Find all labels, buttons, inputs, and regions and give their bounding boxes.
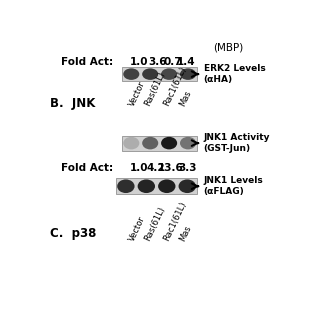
Text: (MBP): (MBP)	[213, 42, 244, 52]
Text: Ras(61L): Ras(61L)	[143, 205, 167, 243]
Text: (αFLAG): (αFLAG)	[204, 187, 244, 196]
Text: Fold Act:: Fold Act:	[61, 163, 113, 173]
Text: JNK1 Activity: JNK1 Activity	[204, 133, 270, 142]
Ellipse shape	[142, 137, 158, 149]
Text: 0.7: 0.7	[164, 57, 182, 67]
Ellipse shape	[138, 180, 155, 193]
Bar	[122, 67, 197, 81]
Bar	[116, 178, 197, 194]
Ellipse shape	[161, 137, 177, 149]
Text: Rac1(61L): Rac1(61L)	[162, 65, 188, 108]
Ellipse shape	[161, 68, 177, 80]
Text: B.  JNK: B. JNK	[50, 97, 95, 110]
Text: 4.2: 4.2	[146, 163, 164, 173]
Text: ERK2 Levels: ERK2 Levels	[204, 64, 265, 73]
Text: 3.6: 3.6	[148, 57, 167, 67]
Text: Vector: Vector	[128, 79, 148, 108]
Ellipse shape	[179, 180, 196, 193]
Ellipse shape	[123, 137, 139, 149]
Ellipse shape	[158, 180, 175, 193]
Ellipse shape	[123, 68, 139, 80]
Text: Ras(61L): Ras(61L)	[143, 70, 167, 108]
Text: Fold Act:: Fold Act:	[61, 57, 113, 67]
Text: 1.0: 1.0	[130, 163, 148, 173]
Text: 1.4: 1.4	[177, 57, 196, 67]
Text: JNK1 Levels: JNK1 Levels	[204, 176, 263, 185]
Text: Mas: Mas	[178, 224, 193, 243]
Text: 13.6: 13.6	[157, 163, 183, 173]
Text: Vector: Vector	[128, 215, 148, 243]
Ellipse shape	[117, 180, 135, 193]
Bar	[122, 136, 197, 150]
Text: 1.0: 1.0	[130, 57, 148, 67]
Ellipse shape	[142, 68, 158, 80]
Text: (αHA): (αHA)	[204, 75, 233, 84]
Text: Rac1(61L): Rac1(61L)	[162, 201, 188, 243]
Text: Mas: Mas	[178, 88, 193, 108]
Text: (GST-Jun): (GST-Jun)	[204, 144, 251, 153]
Ellipse shape	[180, 68, 196, 80]
Ellipse shape	[180, 137, 196, 149]
Text: 3.3: 3.3	[178, 163, 197, 173]
Text: C.  p38: C. p38	[50, 227, 96, 240]
